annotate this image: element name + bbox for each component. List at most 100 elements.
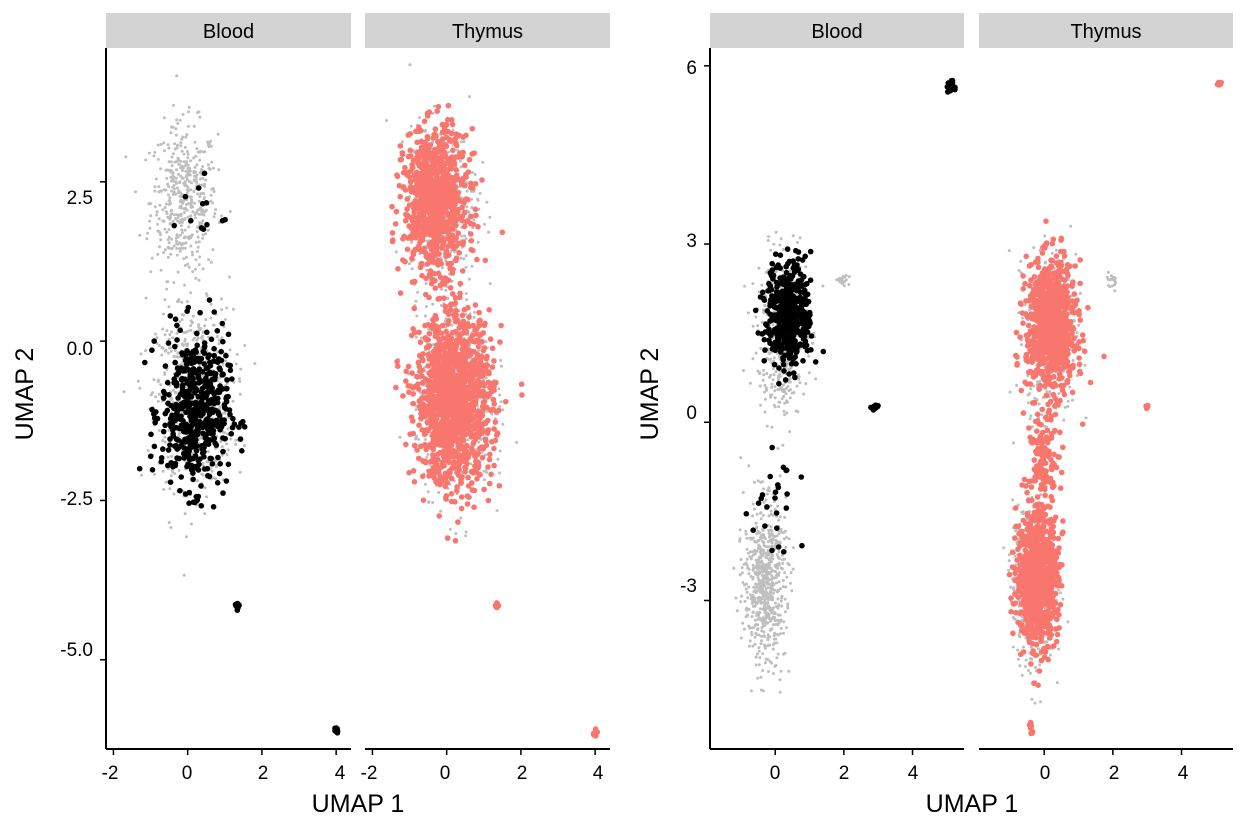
highlight-point — [468, 213, 474, 220]
background-point — [176, 216, 180, 219]
highlight-point — [422, 187, 429, 194]
highlight-point — [194, 342, 200, 349]
highlight-point — [234, 604, 241, 611]
highlight-point — [469, 445, 475, 452]
background-point — [197, 199, 201, 203]
background-point — [190, 233, 194, 237]
highlight-point — [454, 208, 460, 215]
highlight-point — [421, 172, 428, 179]
background-point — [163, 227, 167, 231]
background-point — [195, 147, 199, 151]
background-point — [440, 287, 444, 291]
background-point — [193, 165, 197, 169]
highlight-point — [422, 322, 428, 329]
background-point — [155, 210, 159, 214]
background-point — [179, 212, 183, 216]
background-point — [166, 238, 170, 242]
highlight-point — [216, 470, 223, 477]
background-point — [183, 246, 187, 250]
highlight-point — [403, 441, 409, 448]
highlight-point — [221, 417, 227, 423]
highlight-point — [158, 458, 165, 465]
highlight-point — [416, 352, 423, 359]
highlight-point — [220, 490, 226, 496]
highlight-point — [480, 399, 487, 406]
background-point — [462, 140, 466, 144]
background-point — [179, 166, 182, 170]
highlight-point — [489, 364, 496, 370]
background-point — [186, 262, 190, 266]
background-point — [184, 343, 188, 346]
background-point — [464, 292, 468, 296]
highlight-point — [411, 278, 418, 285]
highlight-point — [496, 483, 503, 489]
background-point — [497, 471, 501, 475]
highlight-point — [434, 244, 440, 251]
background-point — [177, 157, 180, 161]
highlight-point — [408, 332, 415, 339]
background-point — [166, 143, 170, 147]
highlight-point — [169, 412, 175, 419]
background-point — [414, 408, 418, 412]
highlight-point — [479, 177, 485, 183]
background-point — [161, 327, 165, 331]
highlight-point — [180, 404, 186, 410]
highlight-point — [204, 329, 210, 336]
background-point — [488, 282, 492, 286]
background-point — [178, 221, 182, 225]
background-point — [218, 406, 222, 410]
background-point — [464, 265, 468, 269]
background-point — [217, 168, 221, 172]
background-point — [185, 188, 189, 192]
background-point — [183, 264, 187, 267]
background-point — [138, 233, 142, 237]
background-point — [231, 307, 235, 311]
background-point — [239, 367, 243, 371]
background-point — [417, 437, 420, 441]
background-point — [495, 509, 499, 513]
background-point — [180, 137, 184, 141]
highlight-point — [466, 156, 473, 163]
highlight-point — [227, 411, 233, 418]
background-point — [168, 333, 172, 337]
highlight-point — [488, 471, 494, 478]
highlight-point — [425, 407, 432, 414]
highlight-point — [432, 358, 439, 364]
background-point — [189, 188, 193, 192]
highlight-point — [470, 338, 477, 345]
highlight-point — [229, 376, 235, 382]
background-point — [170, 164, 174, 168]
background-point — [201, 150, 205, 154]
highlight-point — [466, 494, 472, 501]
background-point — [153, 185, 157, 189]
background-point — [167, 521, 171, 524]
highlight-point — [164, 379, 171, 386]
highlight-point — [198, 483, 204, 489]
highlight-point — [486, 480, 493, 487]
highlight-point — [450, 147, 456, 154]
background-point — [235, 353, 239, 356]
highlight-point — [205, 364, 211, 371]
highlight-point — [436, 199, 442, 205]
highlight-point — [195, 457, 201, 464]
background-point — [140, 473, 143, 477]
highlight-point — [394, 172, 400, 178]
highlight-point — [472, 206, 479, 213]
background-point — [171, 103, 175, 107]
background-point — [196, 208, 200, 212]
highlight-point — [193, 448, 200, 454]
highlight-point — [432, 371, 439, 378]
background-point — [466, 438, 470, 442]
highlight-point — [459, 213, 466, 220]
background-point — [157, 190, 161, 194]
background-point — [153, 472, 156, 476]
background-point — [231, 399, 235, 403]
highlight-point — [225, 362, 231, 368]
highlight-point — [414, 154, 420, 161]
background-point — [172, 492, 176, 496]
highlight-point — [405, 235, 412, 241]
background-point — [225, 306, 229, 310]
background-point — [156, 252, 160, 256]
background-point — [176, 351, 180, 355]
background-point — [153, 150, 157, 154]
